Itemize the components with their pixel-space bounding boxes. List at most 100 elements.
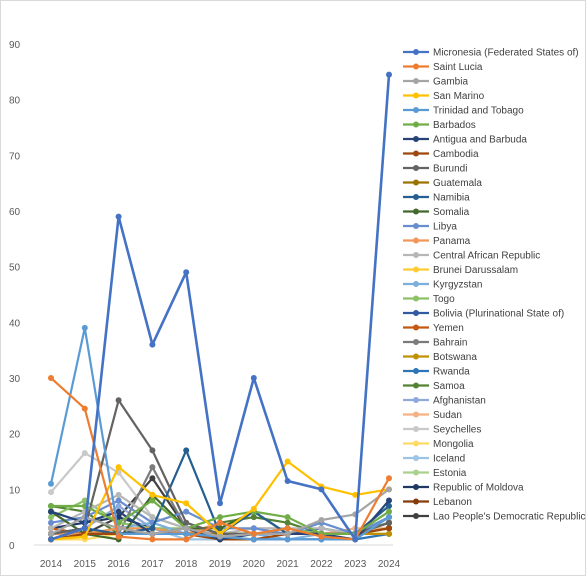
legend-swatch-marker xyxy=(413,440,419,447)
legend-label: Afghanistan xyxy=(433,396,486,407)
data-point xyxy=(183,536,190,543)
legend-item: Lebanon xyxy=(403,497,472,508)
legend-label: Togo xyxy=(433,294,455,305)
data-point xyxy=(250,514,257,521)
legend-item: Antigua and Barbuda xyxy=(403,135,527,146)
y-tick-label: 0 xyxy=(9,541,15,552)
data-point xyxy=(318,525,325,532)
legend-label: Trinidad and Tobago xyxy=(433,106,524,117)
data-point xyxy=(81,533,88,540)
data-point xyxy=(81,405,88,412)
legend-swatch-marker xyxy=(413,63,419,70)
data-point xyxy=(48,530,54,537)
legend-item: Seychelles xyxy=(403,425,481,436)
data-point xyxy=(183,519,190,526)
data-point xyxy=(386,530,392,537)
legend-item: Panama xyxy=(403,236,471,247)
data-point xyxy=(115,508,122,515)
data-point xyxy=(48,508,54,515)
data-point xyxy=(81,450,88,457)
x-tick-label: 2014 xyxy=(40,559,63,570)
legend-label: Iceland xyxy=(433,454,465,465)
data-point xyxy=(284,525,291,532)
legend-label: Lebanon xyxy=(433,497,472,508)
legend-swatch-marker xyxy=(413,411,419,418)
x-tick-label: 2023 xyxy=(344,559,367,570)
data-point xyxy=(48,480,54,487)
data-point xyxy=(250,530,257,537)
data-point xyxy=(115,533,122,540)
legend-item: Bolivia (Plurinational State of) xyxy=(403,309,564,320)
legend-item: Trinidad and Tobago xyxy=(403,106,524,117)
x-tick-label: 2020 xyxy=(243,559,266,570)
legend-swatch-marker xyxy=(413,121,419,128)
legend-label: Kyrgyzstan xyxy=(433,280,482,291)
data-point xyxy=(48,503,54,510)
data-point xyxy=(250,505,257,512)
legend-label: Guatemala xyxy=(433,178,482,189)
data-point xyxy=(183,508,190,515)
legend-item: Afghanistan xyxy=(403,396,486,407)
data-point xyxy=(386,503,392,510)
y-tick-label: 10 xyxy=(9,485,21,496)
legend-item: Kyrgyzstan xyxy=(403,280,482,291)
legend-swatch-marker xyxy=(413,78,419,84)
data-point xyxy=(386,525,392,532)
legend-swatch-marker xyxy=(413,237,419,244)
legend-label: Cambodia xyxy=(433,149,479,160)
data-point xyxy=(217,500,223,507)
data-point xyxy=(217,519,223,526)
data-point xyxy=(284,530,291,537)
data-point xyxy=(115,464,122,471)
data-point xyxy=(48,536,54,543)
legend-item: Botswana xyxy=(403,352,477,363)
legend-swatch-marker xyxy=(413,194,419,200)
data-point xyxy=(149,475,156,482)
legend-label: Estonia xyxy=(433,468,467,479)
legend-swatch-marker xyxy=(413,368,419,374)
data-point xyxy=(81,324,88,331)
legend-swatch-marker xyxy=(413,252,419,258)
legend-label: Saint Lucia xyxy=(433,62,483,73)
legend-item: San Marino xyxy=(403,91,485,102)
x-tick-label: 2024 xyxy=(378,559,401,570)
legend-item: Mongolia xyxy=(403,439,474,450)
legend-item: Barbados xyxy=(403,120,476,131)
legend-label: Libya xyxy=(433,222,457,233)
legend-item: Saint Lucia xyxy=(403,62,483,73)
data-point xyxy=(386,508,392,515)
legend-swatch-marker xyxy=(413,310,419,316)
legend-item: Sudan xyxy=(403,410,462,421)
x-tick-label: 2016 xyxy=(107,559,130,570)
data-point xyxy=(81,497,88,504)
y-tick-label: 20 xyxy=(9,430,21,441)
legend-swatch-marker xyxy=(413,49,419,55)
legend-swatch-marker xyxy=(413,324,419,331)
x-tick-label: 2018 xyxy=(175,559,198,570)
data-point xyxy=(183,269,190,276)
data-point xyxy=(318,516,325,523)
data-point xyxy=(115,491,122,498)
legend-swatch-marker xyxy=(413,353,419,360)
data-point xyxy=(318,486,325,493)
legend-item: Estonia xyxy=(403,468,467,479)
legend-label: San Marino xyxy=(433,91,485,102)
data-point xyxy=(183,530,190,537)
data-point xyxy=(48,519,54,526)
legend-item: Bahrain xyxy=(403,338,467,349)
data-point xyxy=(48,514,54,521)
legend-label: Burundi xyxy=(433,164,467,175)
data-point xyxy=(115,213,122,220)
legend-item: Guatemala xyxy=(403,178,482,189)
legend-item: Micronesia (Federated States of) xyxy=(403,48,579,59)
data-point xyxy=(115,497,122,504)
legend-swatch-marker xyxy=(413,498,419,505)
data-point xyxy=(352,536,359,543)
data-point xyxy=(250,525,257,532)
y-tick-label: 30 xyxy=(9,374,21,385)
legend-item: Brunei Darussalam xyxy=(403,265,518,276)
legend: Micronesia (Federated States of) Saint Lu… xyxy=(403,48,586,523)
legend-item: Cambodia xyxy=(403,149,479,160)
legend-item: Libya xyxy=(403,222,457,233)
